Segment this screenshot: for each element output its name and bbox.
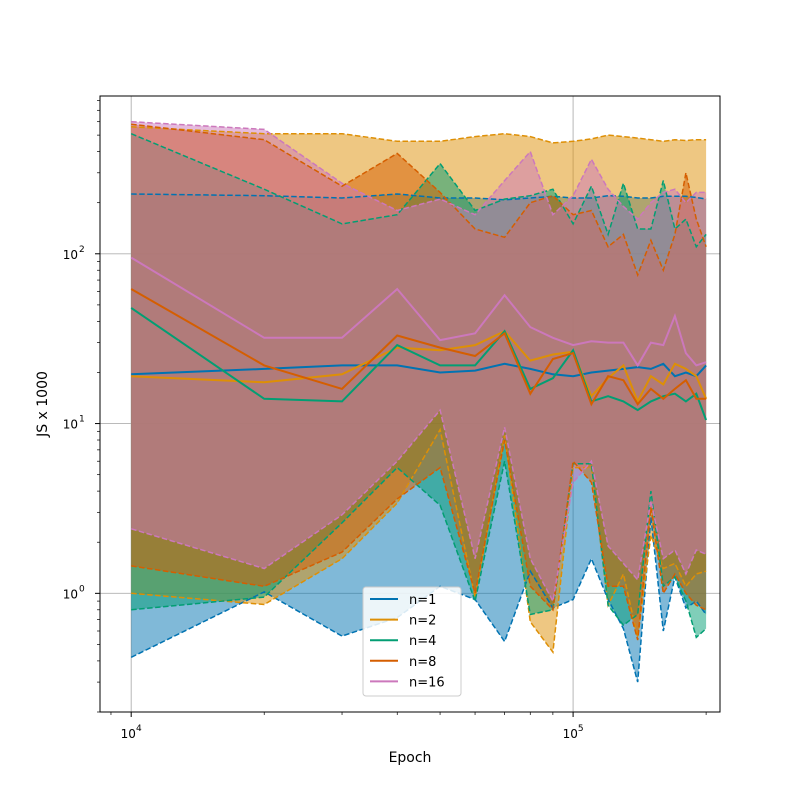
upper-bound-n=1 (131, 193, 707, 201)
mean-line-n=8 (130, 288, 707, 407)
x-tick-label: 105 (563, 724, 584, 741)
bound-lines (130, 120, 707, 683)
confidence-bands (131, 121, 707, 683)
legend-label: n=2 (409, 614, 436, 629)
legend-label: n=4 (409, 634, 436, 649)
mean-lines (130, 256, 708, 421)
mean-line-n=16 (130, 256, 707, 368)
band-n=16 (131, 121, 707, 602)
y-tick-exponent: 0 (79, 584, 85, 594)
legend-label: n=16 (409, 675, 445, 690)
upper-bound-n=16 (131, 120, 707, 221)
legend-label: n=1 (409, 593, 436, 608)
legend-label: n=8 (409, 655, 436, 670)
legend: n=1 n=2 n=4 n=8 n=16 (362, 586, 462, 697)
legend-box (362, 586, 462, 697)
y-tick-label: 10 (63, 587, 78, 601)
y-tick-exponent: 1 (79, 415, 85, 425)
x-tick-label: 104 (121, 724, 142, 741)
lower-bound-n=16 (130, 408, 707, 604)
upper-bound-n=4 (130, 133, 707, 249)
y-tick-label: 10 (63, 418, 78, 432)
y-axis-label: JS x 1000 (35, 371, 51, 438)
y-tick-exponent: 2 (79, 245, 85, 255)
lower-bound-n=2 (131, 427, 707, 655)
lower-bound-n=4 (131, 461, 707, 639)
x-axis-label: Epoch (389, 750, 432, 766)
upper-bound-n=8 (131, 123, 707, 278)
upper-bound-n=2 (131, 126, 707, 144)
plot-frame (99, 95, 721, 713)
y-tick-label: 10 (63, 248, 78, 262)
